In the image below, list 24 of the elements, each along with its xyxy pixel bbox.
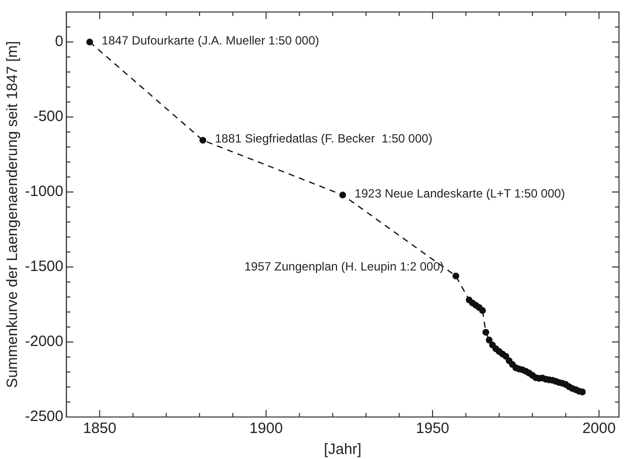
y-tick-label: -2500 xyxy=(24,408,64,426)
point xyxy=(199,136,206,144)
x-tick-label: 1900 xyxy=(249,420,283,438)
x-tick-label: 1950 xyxy=(416,420,450,438)
point xyxy=(482,328,490,336)
point xyxy=(339,192,346,198)
x-tick-label: 2000 xyxy=(582,420,616,438)
y-tick-label: -1500 xyxy=(24,258,64,276)
x-tick-label: 1850 xyxy=(82,420,116,438)
point xyxy=(479,307,486,314)
annotation: 1881 Siegfriedatlas (F. Becker 1:50 000) xyxy=(214,132,432,146)
y-tick-label: -1000 xyxy=(24,183,64,200)
point xyxy=(452,272,460,280)
annotation: 1923 Neue Landeskarte (L+T 1:50 000) xyxy=(354,186,565,200)
y-tick-label: -2000 xyxy=(24,333,64,350)
point xyxy=(86,38,94,46)
point xyxy=(486,336,493,344)
y-tick-label: 0 xyxy=(55,33,64,50)
y-axis-title: Summenkurve der Laengenaenderung seit 1847 [m] xyxy=(4,41,22,388)
annotation: 1957 Zungenplan (H. Leupin 1:2 000) xyxy=(244,259,444,274)
x-axis-title: [Jahr] xyxy=(324,441,362,458)
point xyxy=(502,352,510,360)
y-tick-label: -500 xyxy=(33,108,64,126)
annotation: 1847 Dufourkarte (J.A. Mueller 1:50 000) xyxy=(102,33,320,48)
